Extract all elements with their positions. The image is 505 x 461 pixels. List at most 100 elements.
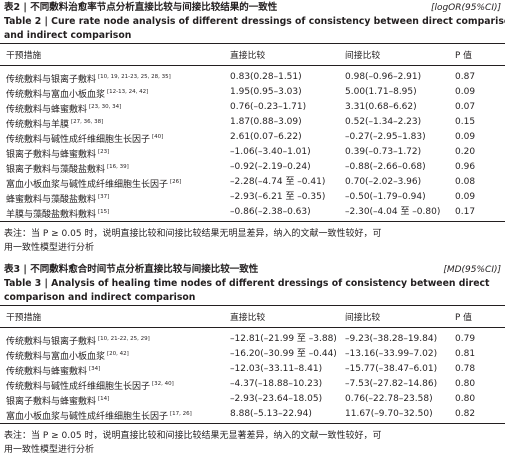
direct-cell: –2.93(–23.64–18.05) [230,394,323,404]
column-header: 直接比较 [230,313,266,323]
indirect-cell: 0.76(–22.78–23.58) [345,394,433,404]
table-title-en: and indirect comparison [4,30,132,41]
indirect-cell: 0.70(–2.02–3.96) [345,177,422,187]
direct-cell: –0.86(–2.38–0.63) [230,207,311,217]
measure-cell: 银离子敷料与藻酸盐敷料 [16, 39] [6,164,129,175]
reference: [23] [98,149,110,155]
reference: [10, 21-22, 25, 29] [98,336,150,342]
direct-cell: 2.61(0.07–6.22) [230,132,302,142]
measure-cell: 银离子敷料与蜂蜜敷料 [14] [6,396,110,407]
p-cell: 0.82 [455,409,476,419]
measure-cell: 羊膜与藻酸盐敷料敷料 [15] [6,209,110,220]
indirect-cell: 5.00(1.71–8.95) [345,87,417,97]
table-title-en: Table 2 | Cure rate node analysis of dif… [4,16,505,27]
measure-cell: 银离子敷料与蜂蜜敷料 [23] [6,149,110,160]
measure-cell: 传统敷料与碱性成纤维细胞生长因子 [40] [6,134,164,145]
measure-cell: 富血小板血浆与碱性成纤维细胞生长因子 [26] [6,179,182,190]
measure-cell: 传统敷料与银离子敷料 [10, 19, 21-23, 25, 28, 35] [6,74,171,85]
table-note: 用一致性模型进行分析 [4,243,95,253]
table-unit: [MD(95%CI)] [443,265,501,275]
reference: [40] [152,134,164,140]
direct-cell: –16.20(–30.99 至 –0.44) [230,349,337,359]
reference: [17, 26] [170,411,192,417]
p-cell: 0.80 [455,379,476,389]
direct-cell: –12.03(–33.11–8.41) [230,364,323,374]
reference: [15] [98,209,110,215]
measure-cell: 传统敷料与富血小板血浆 [12-13, 24, 42] [6,89,149,100]
reference: [23, 30, 34] [89,104,122,110]
indirect-cell: –0.50(–1.79–0.94) [345,192,426,202]
table-title: 表2 | 不同敷料治愈率节点分析直接比较与间接比较结果的一致性 [4,2,278,13]
indirect-cell: –0.27(–2.95–1.83) [345,132,426,142]
table-note: 用一致性模型进行分析 [4,445,95,455]
p-cell: 0.08 [455,177,476,187]
reference: [27, 36, 38] [71,119,104,125]
measure-cell: 传统敷料与富血小板血浆 [20, 42] [6,351,129,362]
p-cell: 0.09 [455,132,476,142]
table-rule [0,65,505,66]
measure-cell: 传统敷料与蜂蜜敷料 [23, 30, 34] [6,104,122,115]
table-rule [0,221,505,223]
direct-cell: –0.92(–2.19–0.24) [230,162,311,172]
p-cell: 0.09 [455,87,476,97]
measure-cell: 传统敷料与羊膜 [27, 36, 38] [6,119,104,130]
direct-cell: –1.06(–3.40–1.01) [230,147,311,157]
table-title-en: Table 3 | Analysis of healing time nodes… [4,278,490,289]
p-cell: 0.81 [455,349,476,359]
column-header: 干预措施 [6,51,42,61]
p-cell: 0.87 [455,72,476,82]
direct-cell: 1.87(0.88–3.09) [230,117,302,127]
table-note: 表注：当 P ≥ 0.05 时，说明直接比较和间接比较结果无显著差异，纳入的文献… [4,431,382,441]
measure-cell: 传统敷料与蜂蜜敷料 [34] [6,366,101,377]
measure-cell: 富血小板血浆与碱性成纤维细胞生长因子 [17, 26] [6,411,192,422]
indirect-cell: –2.30(–4.04 至 –0.80) [345,207,441,217]
indirect-cell: –9.23(–38.28–19.84) [345,334,438,344]
direct-cell: –12.81(–21.99 至 –3.88) [230,334,337,344]
table-rule [0,305,505,307]
indirect-cell: 0.39(–0.73–1.72) [345,147,422,157]
direct-cell: –4.37(–18.88–10.23) [230,379,323,389]
table-title-en: comparison and indirect comparison [4,292,196,303]
reference: [20, 42] [107,351,129,357]
p-cell: 0.80 [455,394,476,404]
reference: [26] [170,179,182,185]
table-note: 表注：当 P ≥ 0.05 时，说明直接比较和间接比较结果无明显差异，纳入的文献… [4,229,382,239]
p-cell: 0.17 [455,207,476,217]
measure-cell: 传统敷料与碱性成纤维细胞生长因子 [32, 40] [6,381,174,392]
direct-cell: 8.88(–5.13–22.94) [230,409,312,419]
indirect-cell: 3.31(0.68–6.62) [345,102,417,112]
direct-cell: –2.28(–4.74 至 –0.41) [230,177,326,187]
p-cell: 0.96 [455,162,476,172]
p-cell: 0.09 [455,192,476,202]
indirect-cell: –13.16(–33.99–7.02) [345,349,438,359]
p-cell: 0.79 [455,334,476,344]
indirect-cell: –0.88(–2.66–0.68) [345,162,426,172]
indirect-cell: 0.52(–1.34–2.23) [345,117,422,127]
measure-cell: 传统敷料与银离子敷料 [10, 21-22, 25, 29] [6,336,150,347]
direct-cell: –2.93(–6.21 至 –0.35) [230,192,326,202]
reference: [34] [89,366,101,372]
reference: [14] [98,396,110,402]
measure-cell: 蜂蜜敷料与藻酸盐敷料 [37] [6,194,110,205]
reference: [10, 19, 21-23, 25, 28, 35] [98,74,171,80]
table-unit: [logOR(95%CI)] [430,3,501,13]
column-header: 间接比较 [345,313,381,323]
direct-cell: 1.95(0.95–3.03) [230,87,302,97]
table-title: 表3 | 不同敷料愈合时间节点分析直接比较与间接比较一致性 [4,264,259,275]
indirect-cell: –7.53(–27.82–14.86) [345,379,438,389]
column-header: 干预措施 [6,313,42,323]
indirect-cell: 0.98(–0.96–2.91) [345,72,422,82]
p-cell: 0.07 [455,102,476,112]
column-header: P 值 [455,313,472,323]
reference: [32, 40] [152,381,174,387]
p-cell: 0.78 [455,364,476,374]
column-header: P 值 [455,51,472,61]
p-cell: 0.20 [455,147,476,157]
reference: [16, 39] [107,164,129,170]
direct-cell: 0.76(–0.23–1.71) [230,102,307,112]
table-rule [0,423,505,425]
reference: [12-13, 24, 42] [107,89,149,95]
indirect-cell: 11.67(–9.70–32.50) [345,409,433,419]
indirect-cell: –15.77(–38.47–6.01) [345,364,438,374]
